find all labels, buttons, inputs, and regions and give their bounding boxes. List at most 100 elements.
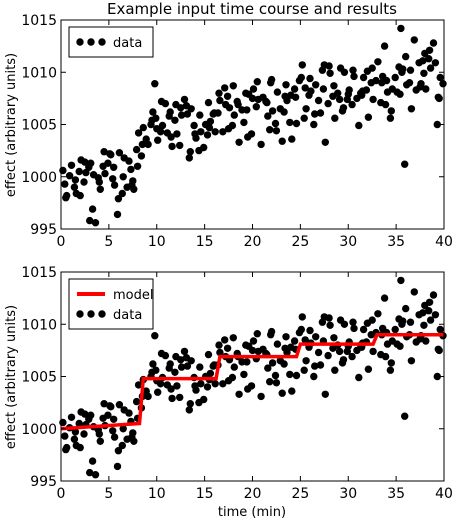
data-point [215,89,223,97]
x-tick-label: 10 [148,486,166,502]
data-point [157,349,166,358]
data-point [113,210,122,219]
data-point [422,337,430,345]
data-point [70,435,79,443]
data-point [416,83,424,91]
y-tick-label: 995 [30,474,57,490]
legend-data-swatch [76,38,84,46]
data-point [76,443,84,452]
data-point [177,363,186,371]
data-point [425,307,433,315]
data-point [349,318,357,326]
data-point [230,363,238,371]
x-tick-label: 10 [148,234,166,250]
data-point [429,291,438,299]
data-point [369,347,377,356]
data-point [171,368,179,376]
data-point [271,371,280,380]
data-point [183,110,192,118]
top-y-axis-label: effect (arbitrary units) [4,53,19,197]
data-point [244,385,252,393]
data-point [205,123,214,132]
data-point [191,130,199,138]
data-point [316,109,325,117]
data-point [300,366,308,374]
data-point [311,362,319,370]
chart-title: Example input time course and results [107,0,397,18]
data-point [144,392,152,401]
data-point [154,136,162,144]
x-tick-label: 35 [387,486,405,502]
data-point [386,114,395,122]
data-point [176,141,184,150]
data-point [206,369,215,378]
data-point [130,437,138,445]
data-point [335,95,344,104]
data-point [114,447,123,455]
x-tick-label: 0 [57,234,66,250]
data-point [325,314,333,322]
data-point [211,128,219,136]
data-point [185,154,193,162]
data-point [235,138,243,146]
data-point [421,49,429,58]
data-point [91,219,100,227]
data-point [310,372,318,381]
data-point [350,72,358,81]
data-point [80,430,88,438]
y-tick-label: 1005 [21,118,57,134]
data-point [280,360,288,368]
data-point [157,97,166,106]
data-point [88,457,97,465]
x-tick-label: 25 [291,234,309,250]
data-point [223,92,232,101]
data-point [139,123,147,132]
data-point [248,346,257,355]
data-point [113,462,122,471]
data-point [219,380,227,388]
data-point [290,337,299,345]
data-point [273,88,282,96]
data-point [407,357,416,365]
data-point [302,357,310,365]
data-point [382,76,391,85]
data-point [268,359,277,367]
top-plot-panel: effect (arbitrary units) 0 5 10 15 20 25 30 35 4… [4,13,453,250]
data-point [311,110,319,118]
data-point [107,151,115,159]
legend-label-model: model [113,288,153,303]
data-point [204,98,213,107]
data-point [321,390,329,398]
data-point [264,112,272,120]
data-point [71,428,80,436]
data-point [244,133,252,141]
data-point [221,84,229,92]
data-point [187,357,195,365]
data-point [401,160,409,168]
data-point [318,318,327,326]
data-point [149,108,157,116]
data-point [324,351,332,360]
data-point [172,100,180,109]
data-point [243,106,251,114]
data-point [62,194,70,202]
data-point [110,415,118,423]
data-point [148,116,156,125]
data-point [219,128,227,136]
data-point [324,99,332,108]
data-point [242,89,250,97]
data-point [307,87,315,95]
data-point [314,348,323,357]
data-point [167,133,175,141]
data-point [65,172,74,180]
legend-data-swatch [76,310,84,318]
data-point [96,437,105,445]
data-point [180,347,189,356]
data-point [61,180,69,188]
data-point [410,36,418,44]
data-point [290,85,299,93]
data-point [137,152,146,160]
data-point [410,288,418,296]
y-tick-label: 1005 [21,370,57,386]
data-point [420,321,428,329]
